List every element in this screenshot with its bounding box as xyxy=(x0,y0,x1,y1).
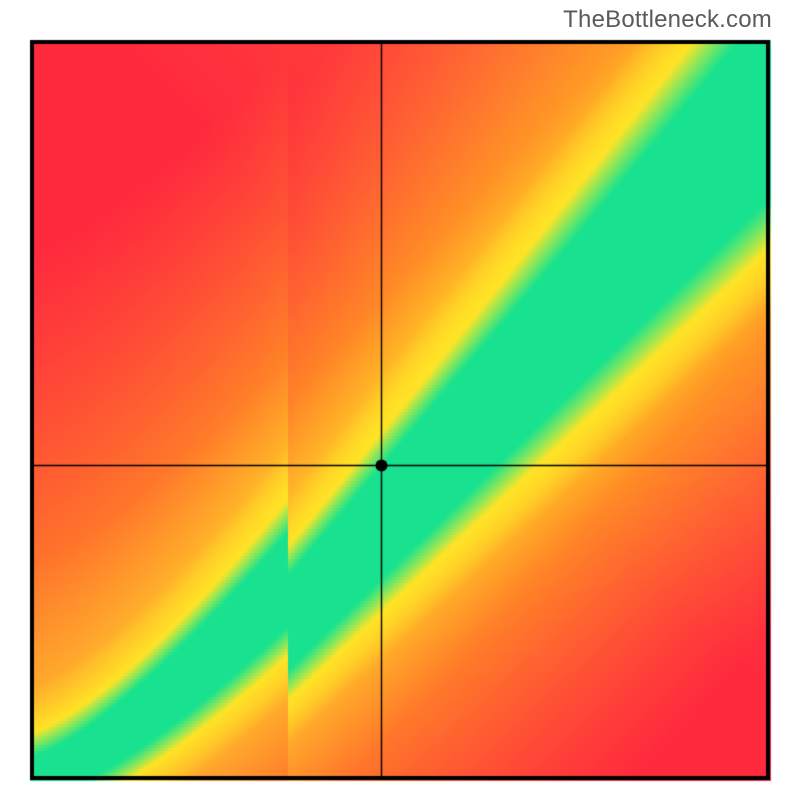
watermark-text: TheBottleneck.com xyxy=(563,6,772,34)
heatmap-canvas xyxy=(0,0,800,800)
chart-container: TheBottleneck.com xyxy=(0,0,800,800)
